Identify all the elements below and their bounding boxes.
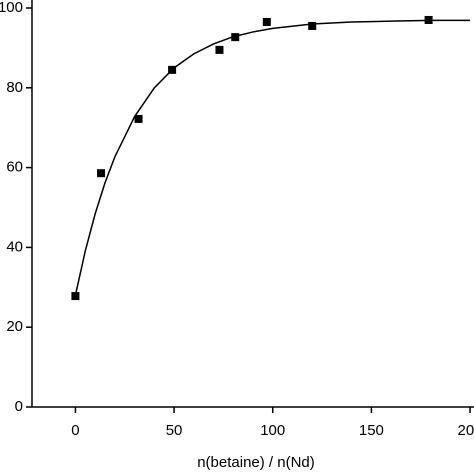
data-point bbox=[97, 169, 106, 178]
y-tick-label: 40 bbox=[6, 238, 23, 255]
y-tick-label: 20 bbox=[6, 318, 23, 335]
y-tick-label: 80 bbox=[6, 79, 23, 96]
data-point bbox=[215, 45, 224, 54]
data-point bbox=[424, 15, 433, 24]
x-tick-label: 50 bbox=[166, 422, 183, 439]
x-tick-label: 150 bbox=[359, 422, 384, 439]
y-tick-label: 60 bbox=[6, 159, 23, 176]
data-point bbox=[71, 292, 80, 301]
y-tick-label: 100 bbox=[0, 0, 23, 16]
data-point bbox=[231, 33, 240, 42]
x-tick-label: 100 bbox=[260, 422, 285, 439]
data-point bbox=[262, 17, 271, 26]
x-tick-label: 0 bbox=[71, 422, 79, 439]
data-point bbox=[134, 114, 143, 123]
x-tick-label: 200 bbox=[458, 422, 474, 439]
data-point bbox=[308, 21, 317, 30]
x-axis-label: n(betaine) / n(Nd) bbox=[197, 454, 315, 471]
fit-line bbox=[74, 19, 471, 296]
data-point bbox=[168, 65, 177, 74]
y-tick-label: 0 bbox=[15, 398, 23, 415]
